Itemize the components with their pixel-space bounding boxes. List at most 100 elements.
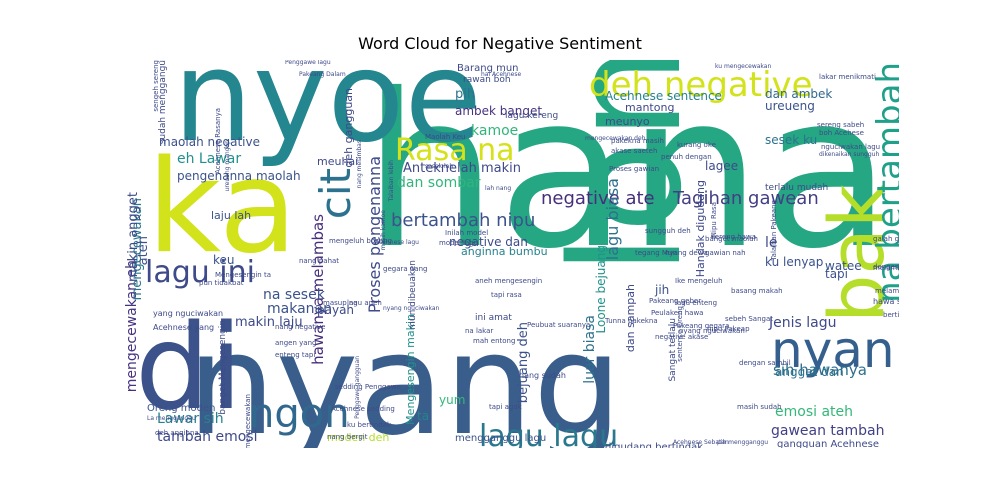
word-bertindak-rawan: bertindak rawan [883,311,899,319]
word-le: le [765,235,778,251]
word-emosi-ateh: emosi ateh [775,404,854,420]
word-ta: ta [417,409,430,423]
word-peubuat-suaranya: Peubuat suaranya [527,321,591,329]
word-na-lakar: na lakar [465,327,494,335]
word-penuh-dengan: penuh dengan [661,153,712,161]
word-anteknelah-makin: Anteknelah makin [403,161,521,176]
word-kamoe: kamoe [471,123,519,139]
word-makin-laju: makin laju [235,315,303,330]
word-mengganggu-lagu: mengganggu lagu [455,433,547,444]
word-pun-tidakbat: pun tidakbat [199,279,244,287]
word-mengesengin-makin: Mengesengin makin [404,314,417,425]
word-lagu-aneh: lagu aneh [347,299,382,307]
word-boh-acehese: boh Acehese [819,129,864,137]
word-hawa-sayang: hawa sayang [873,297,899,306]
word-tapi-rasa: tapi rasa [491,291,522,299]
word-acehnese-rasanya: Acehnese Rasanya [214,108,222,174]
word-negative-akase: negative akase [655,333,709,341]
word-dengan-sambil: dengan sambil [739,359,791,367]
word-angget-dan: angget dan [775,365,844,379]
word-payah: payah [317,303,355,317]
word-meuhai: meuhai [317,155,359,168]
word-nipu-pakeap: nipu Pakeap [707,325,750,333]
word-anginna-bumbu: anginna bumbu [461,245,548,258]
word-cit: cit [311,168,360,220]
word-model-lagu: model lagu [439,239,479,247]
word-tagihan-gawean: Tagihan gawean [673,188,819,209]
word-nang-pahat: nang pahat [299,257,340,265]
word-nang-bergit: nang bergit [327,433,368,441]
word-masih-sudah: masih sudah [737,403,782,411]
word-acehnese-sedding: Acehnese sedding [331,405,395,413]
word-bertambah-nipu: bertambah nipu [391,210,536,231]
word-negative-ate: negative ate [541,188,655,209]
word-watee: watee [825,259,862,273]
word-peulaken-hawa: Peulaken hawa [651,309,704,317]
word-oreng-moden: Oreng moden [147,403,216,414]
word-gawean-tambah: gawean tambah [771,423,885,439]
word-dan-ambek: dan ambek [765,87,833,101]
chart-title: Word Cloud for Negative Sentiment [358,34,642,53]
word-terlalu-mudah: terlalu mudah [765,183,829,193]
word-tunna-pakekna: Tunna pakekna [605,317,658,325]
word-lagu-lagu: lagu lagu [479,419,619,449]
word-na-sesek: na sesek [263,287,325,303]
word-sesek-lah: sesek lah [425,163,454,170]
word-tambah-emosi: tambah emosi [157,429,258,445]
word-akase-saeteh: akase saeteh [611,147,658,155]
word-nguciwakan-lagu: nguciwakan lagu [821,143,881,151]
word-nyang-dewa: nyang dewa [665,249,708,257]
word-dan-sombar: dan sombar [397,175,481,191]
word-negative-dan: negative dan [449,235,528,249]
word-kereng-hawa: kereng hawa [711,233,756,241]
word-ku-bertindak: ku bertindak [347,421,392,429]
word-lah-nang: lah nang [485,185,512,192]
word-yang-nguciwakan: yang nguciwakan [153,309,224,318]
word-kurang-oke: kurang oke [677,141,716,149]
word-ateh: ateh [136,236,151,266]
word-nyoe: nyoe [173,60,483,170]
word-ambek-banget: ambek banget [455,104,543,118]
word-ka: ka [147,133,298,282]
word-sesek-ku: sesek ku [765,133,818,147]
word-penggawe-lagu: Penggawe lagu [285,60,331,66]
word-ku-lenyap: ku lenyap [765,255,824,269]
word-di: di [135,298,243,436]
word-pih: pih [455,87,476,102]
word-ngon: ngon [249,391,350,437]
word-gegara-nang: gegara nang [383,265,428,273]
word-sudah-menggangu: sudah menggangu [158,60,168,145]
word-masup-na: masup na [323,299,358,307]
word-yum: yum [439,393,466,407]
word-lakar-menikmati: lakar menikmati [819,73,876,81]
word-proses-gawian: Proses gawian [609,165,660,173]
word-moden-deh: moden deh [327,431,390,444]
word-deh-gangguan: deh gangguan [342,88,355,168]
word-meunyo: meunyo [605,115,650,128]
word-la-mengganggu: La mengganggu [147,415,196,422]
word-jenis-lagu: Jenis lagu [769,315,837,331]
word-eh-lawar: eh Lawar [177,151,242,167]
word-sih-hawanya: sih hawanya [773,361,867,379]
word-mengeluh-bosang: mengeluh bosang [329,237,392,245]
word-lagee: lagee [705,159,739,173]
word-ku-mengecewakan: ku mengecewakan [715,63,772,70]
word-banget-maolah: banget maolah [705,235,758,243]
word-bejuang-deh: bejuang deh [516,322,531,404]
word-nang-melambas: nang melambas [356,140,363,189]
word-cloud: hana nyang lon nyoe ka di bak deh negative na be… [125,60,899,448]
word-lagu-kereng: lagu kereng [505,111,559,121]
word-nang-negative: nang negative [275,323,326,331]
word-pakekna-masih: pakekna masih [611,137,664,145]
word-nyan: nyan [771,321,895,379]
word-sengeh-sereng: sengeh sereng [152,60,160,112]
word-tegang-mun: tegang Mun [635,249,677,257]
word-keu: keu [213,253,235,267]
word-laju-lah: laju lah [211,209,252,222]
word-makanan: makanan [267,301,332,317]
word-handak-digudang: Handak digudang [694,180,707,278]
word-pih-mengganggu: pih mengganggu [717,439,769,446]
word-ureueng: ureueng [765,99,815,113]
word-mengecewakan-deh: mengecewakan deh [585,135,646,142]
word-galah-galah: galah galah [873,235,899,243]
